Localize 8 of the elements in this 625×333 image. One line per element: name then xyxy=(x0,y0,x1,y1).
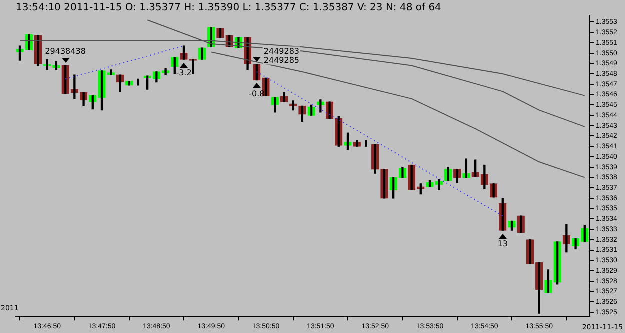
annotation: 13 xyxy=(498,240,508,249)
annotation: -3.2 xyxy=(176,68,192,78)
annotation: 2449283 xyxy=(264,46,300,56)
annotation: 29438438 xyxy=(45,46,86,56)
annotation: 2449285 xyxy=(264,56,300,65)
candlestick xyxy=(189,59,197,74)
annotation: -0.8 xyxy=(249,89,265,98)
chart-title: 13:54:10 2011-11-15 O: 1.35377 H: 1.35390 L: 1.35377 C: 1.35387 V: 23 N: 48 of 64 xyxy=(16,2,442,14)
